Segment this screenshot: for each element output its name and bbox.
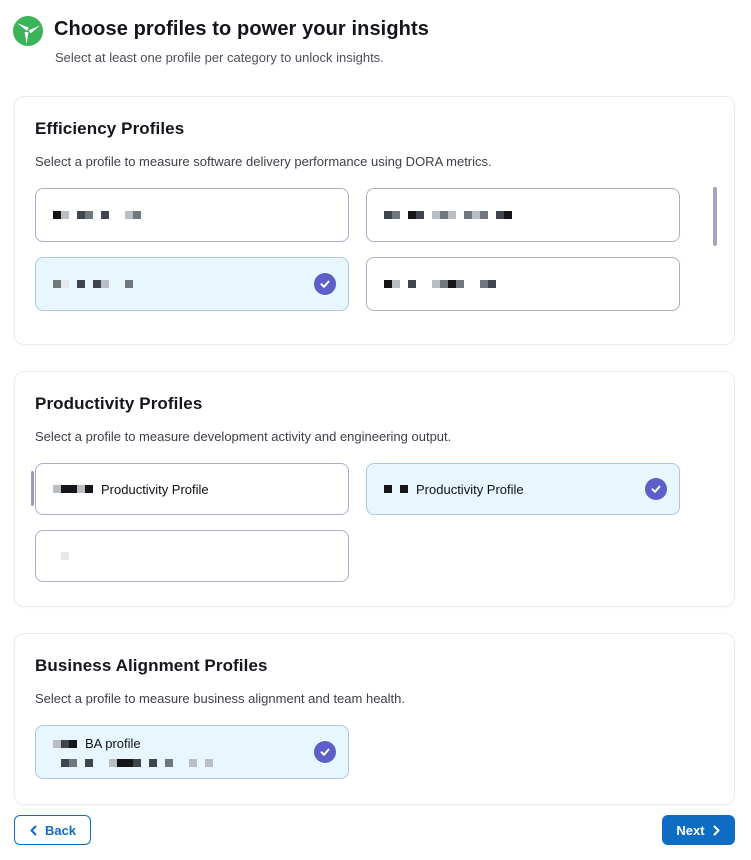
profile-label: Productivity Profile <box>416 481 524 497</box>
profile-card-grid <box>35 188 695 311</box>
section-title: Business Alignment Profiles <box>35 656 268 675</box>
redacted-profile-name <box>53 739 77 748</box>
redacted-profile-name <box>384 280 496 288</box>
redacted-profile-name <box>53 211 141 219</box>
section-title: Productivity Profiles <box>35 394 203 413</box>
selected-checkmark-icon <box>645 478 667 500</box>
section-description: Select a profile to measure development … <box>35 429 452 444</box>
back-button-label: Back <box>44 822 77 838</box>
productivity-profile-card-2-selected[interactable]: Productivity Profile <box>366 463 680 515</box>
section-title: Efficiency Profiles <box>35 119 185 138</box>
productivity-profile-card-3[interactable] <box>35 530 349 582</box>
next-button[interactable]: Next <box>662 815 735 845</box>
page-title: Choose profiles to power your insights <box>54 18 429 40</box>
section-efficiency-profiles: Efficiency Profiles Select a profile to … <box>14 96 735 345</box>
page-subtitle: Select at least one profile per category… <box>55 50 384 65</box>
efficiency-profile-card-1[interactable] <box>35 188 349 242</box>
page-header: Choose profiles to power your insights S… <box>0 0 751 80</box>
chevron-right-icon <box>713 825 720 835</box>
section-description: Select a profile to measure business ali… <box>35 691 405 706</box>
back-button[interactable]: Back <box>14 815 91 845</box>
redacted-profile-description <box>53 759 213 767</box>
selected-checkmark-icon <box>314 273 336 295</box>
left-scrollbar-thumb[interactable] <box>31 471 34 506</box>
profile-label: BA profile <box>85 736 141 751</box>
efficiency-profile-card-3-selected[interactable] <box>35 257 349 311</box>
next-button-label: Next <box>676 822 705 838</box>
app-logo-pinwheel-icon <box>13 16 43 46</box>
section-productivity-profiles: Productivity Profiles Select a profile t… <box>14 371 735 607</box>
section-business-alignment-profiles: Business Alignment Profiles Select a pro… <box>14 633 735 805</box>
ba-profile-card-selected[interactable]: BA profile <box>35 725 349 779</box>
efficiency-profile-card-2[interactable] <box>366 188 680 242</box>
productivity-profile-card-1[interactable]: Productivity Profile <box>35 463 349 515</box>
redacted-profile-name <box>384 211 512 219</box>
chevron-left-icon <box>30 825 37 835</box>
profile-card-grid: Productivity Profile Productivity Profil… <box>35 463 695 582</box>
profile-card-grid: BA profile <box>35 725 695 779</box>
redacted-profile-name <box>53 280 133 288</box>
efficiency-profile-card-4[interactable] <box>366 257 680 311</box>
profile-label: Productivity Profile <box>101 481 209 497</box>
redacted-profile-name <box>53 552 69 560</box>
section-description: Select a profile to measure software del… <box>35 154 492 169</box>
scrollbar-thumb[interactable] <box>713 187 717 246</box>
redacted-profile-name <box>384 485 408 493</box>
redacted-profile-name <box>53 485 93 493</box>
selected-checkmark-icon <box>314 741 336 763</box>
